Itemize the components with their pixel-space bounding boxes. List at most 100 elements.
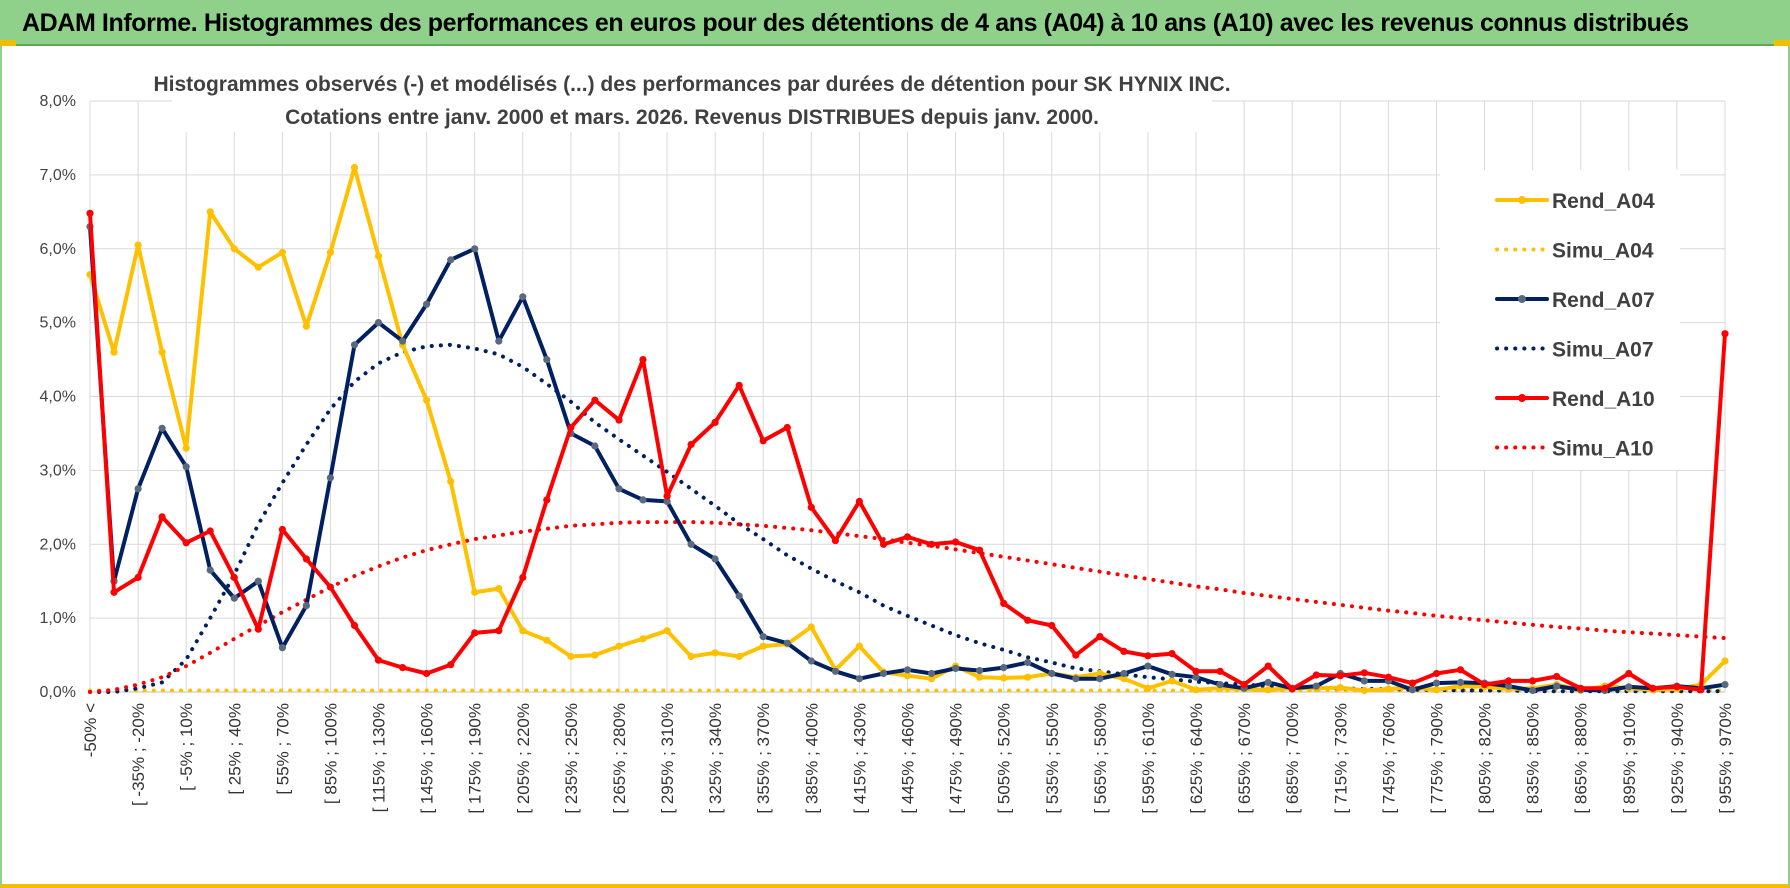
y-tick-label: 0,0% (40, 684, 76, 701)
x-tick-label: [ 865% ; 880% (1572, 703, 1591, 814)
x-tick-label: [ 85% ; 100% (321, 703, 340, 804)
data-point (1697, 686, 1705, 694)
data-point (783, 423, 791, 432)
data-point (1336, 672, 1344, 680)
data-point (1120, 669, 1128, 678)
legend-label: Rend_A07 (1552, 289, 1655, 312)
page-title: ADAM Informe. Histogrammes des performan… (22, 9, 1689, 37)
data-point (1456, 678, 1465, 687)
data-point (1505, 682, 1513, 690)
data-point (591, 651, 599, 659)
series-rend_a10 (86, 209, 1729, 694)
legend-item-simu_a10: Simu_A10 (1495, 438, 1654, 461)
x-tick-label: [ 475% ; 490% (947, 703, 966, 814)
x-tick-label: [ 565% ; 580% (1091, 703, 1110, 814)
data-point (254, 625, 262, 633)
x-tick-label: [ 805% ; 820% (1476, 703, 1495, 814)
chart-title: Histogrammes observés (-) et modélisés (… (153, 73, 1230, 96)
y-tick-label: 5,0% (40, 315, 76, 332)
data-point (1408, 679, 1416, 687)
x-tick-label: -50% < (81, 703, 100, 757)
data-point (1096, 669, 1104, 678)
legend-label: Simu_A04 (1552, 240, 1654, 263)
data-point (1168, 677, 1176, 685)
data-point (278, 248, 286, 256)
data-point (1673, 683, 1681, 691)
data-point (423, 396, 431, 404)
x-tick-label: [ -5% ; 10% (177, 703, 196, 791)
data-point (903, 672, 912, 680)
data-point (687, 652, 695, 661)
legend-item-rend_a10: Rend_A10 (1495, 388, 1655, 411)
data-point (1649, 684, 1657, 692)
data-point (1096, 633, 1104, 641)
x-tick-label: [ 355% ; 370% (754, 703, 773, 814)
x-tick-label: [ 775% ; 790% (1427, 703, 1446, 814)
data-point (1000, 674, 1008, 682)
data-point (1625, 669, 1633, 678)
x-tick-label: [ 715% ; 730% (1331, 703, 1350, 814)
data-point (1577, 684, 1585, 692)
data-point (182, 463, 190, 471)
data-point (543, 636, 551, 644)
data-point (1432, 686, 1441, 694)
data-point (1192, 686, 1200, 694)
data-point (735, 381, 743, 389)
data-point (1216, 667, 1224, 675)
data-point (350, 621, 359, 630)
data-point (1024, 616, 1032, 624)
data-point (1505, 677, 1513, 685)
data-point (1721, 330, 1729, 338)
frame-corner-accent (0, 40, 16, 46)
data-point (399, 664, 407, 672)
data-point (1481, 681, 1489, 689)
x-tick-label: [ 625% ; 640% (1187, 703, 1206, 814)
x-tick-label: [ 295% ; 310% (658, 703, 677, 814)
data-point (1384, 673, 1392, 681)
data-point (855, 642, 864, 650)
data-point (1168, 650, 1176, 658)
data-point (326, 583, 334, 591)
y-tick-label: 6,0% (40, 241, 76, 258)
data-point (1264, 686, 1272, 694)
data-point (1120, 675, 1128, 683)
data-point (927, 675, 936, 683)
data-point (1000, 664, 1008, 672)
data-point (254, 263, 262, 271)
data-point (471, 245, 479, 253)
chart-title-background (172, 64, 1212, 132)
data-point (158, 513, 166, 521)
y-tick-label: 4,0% (40, 389, 76, 406)
data-point (807, 623, 815, 631)
x-tick-label: [ 235% ; 250% (562, 703, 581, 814)
x-tick-label: [ 115% ; 130% (370, 703, 389, 812)
data-point (495, 627, 503, 635)
data-point (423, 669, 431, 678)
data-point (1456, 666, 1465, 674)
data-point (711, 555, 719, 563)
legend-label: Simu_A07 (1552, 339, 1654, 362)
data-point (687, 440, 695, 449)
legend-marker (1518, 196, 1526, 204)
data-point (302, 322, 310, 330)
data-point (1048, 669, 1056, 678)
data-point (663, 627, 671, 635)
x-tick-label: [ 535% ; 550% (1043, 703, 1062, 814)
data-point (134, 485, 142, 493)
legend-marker (1518, 295, 1526, 303)
data-point (759, 633, 767, 641)
data-point (1529, 677, 1537, 685)
data-point (1312, 671, 1320, 679)
data-point (639, 635, 647, 643)
x-tick-label: [ -35% ; -20% (129, 703, 148, 806)
data-point (1192, 667, 1200, 675)
data-point (374, 252, 383, 260)
x-tick-label: [ 175% ; 190% (466, 703, 485, 814)
data-point (1168, 670, 1176, 678)
data-point (711, 418, 719, 426)
data-point (855, 675, 864, 683)
data-point (447, 661, 455, 669)
data-point (471, 629, 479, 637)
data-point (976, 667, 984, 675)
data-point (1601, 684, 1609, 692)
